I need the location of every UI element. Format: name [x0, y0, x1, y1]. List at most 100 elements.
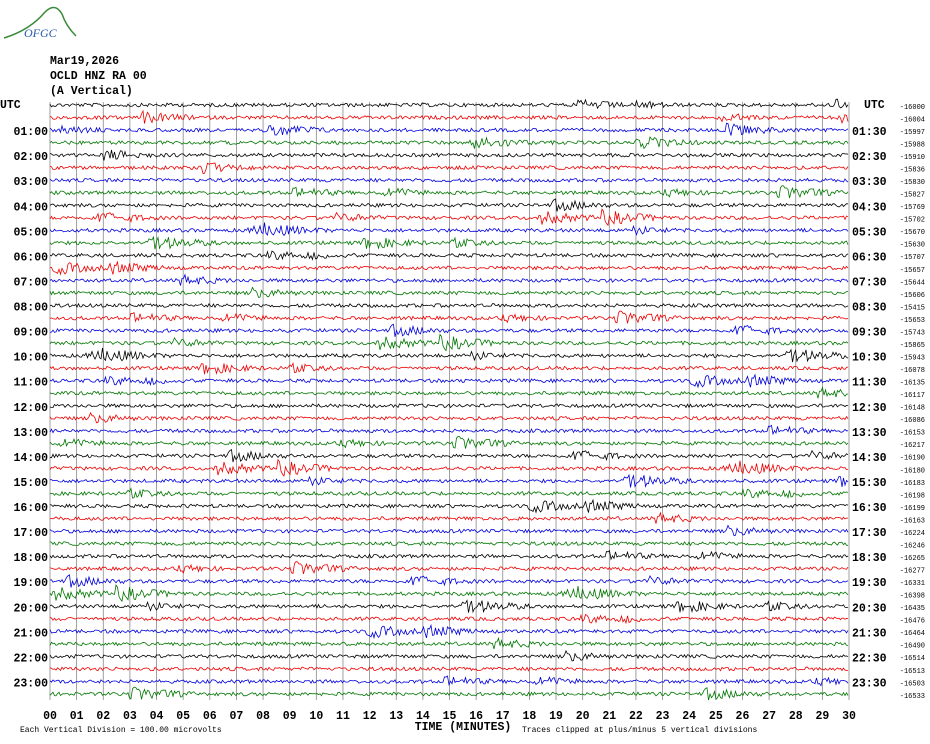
right-time-label: 09:30	[852, 327, 887, 340]
left-time-label: 17:00	[13, 527, 48, 540]
trace	[49, 198, 849, 212]
left-time-label: 05:00	[13, 226, 48, 239]
trace	[49, 310, 849, 324]
right-value: -16224	[900, 530, 925, 538]
x-tick-label: 29	[815, 710, 829, 723]
right-value: -15743	[900, 329, 925, 337]
right-value: -15657	[900, 267, 925, 275]
header-station: OCLD HNZ RA 00	[50, 70, 147, 83]
left-time-label: 21:00	[13, 627, 48, 640]
left-time-label: 15:00	[13, 477, 48, 490]
right-time-label: UTC	[864, 99, 885, 112]
right-value: -15415	[900, 304, 925, 312]
right-time-label: 07:30	[852, 276, 887, 289]
right-time-label: 13:30	[852, 427, 887, 440]
right-time-label: 12:30	[852, 402, 887, 415]
x-tick-label: 25	[709, 710, 723, 723]
left-time-label: 10:00	[13, 352, 48, 365]
right-value: -15997	[900, 129, 925, 137]
x-tick-label: 05	[176, 710, 190, 723]
right-value: -16190	[900, 455, 925, 463]
left-time-label: 13:00	[13, 427, 48, 440]
right-value: -16198	[900, 492, 925, 500]
x-tick-label: 26	[736, 710, 750, 723]
trace	[49, 623, 849, 640]
left-time-label: 19:00	[13, 577, 48, 590]
x-tick-label: 06	[203, 710, 217, 723]
x-tick-label: 21	[602, 710, 616, 723]
x-tick-label: 20	[576, 710, 590, 723]
x-axis-title: TIME (MINUTES)	[415, 721, 512, 734]
x-tick-label: 03	[123, 710, 137, 723]
left-time-label: 18:00	[13, 552, 48, 565]
trace	[49, 675, 849, 687]
left-time-label: 09:00	[13, 327, 48, 340]
x-tick-label: 08	[256, 710, 270, 723]
right-value: -15707	[900, 254, 925, 262]
right-value: -15630	[900, 242, 925, 250]
logo-curve	[3, 6, 77, 39]
trace	[49, 273, 849, 286]
right-value: -15865	[900, 342, 925, 350]
trace	[49, 302, 849, 309]
right-time-label: 11:30	[852, 377, 887, 390]
left-time-label: 01:00	[13, 126, 48, 139]
right-value: -16163	[900, 517, 925, 525]
footer-clip: Traces clipped at plus/minus 5 vertical …	[522, 726, 757, 735]
right-value: -16078	[900, 367, 925, 375]
right-value: -16464	[900, 630, 925, 638]
traces	[49, 98, 849, 701]
right-value: -15606	[900, 292, 925, 300]
labels: 00 01 02 03 04 05 06 07 08 09 10 11 12 13 14 15 16 17 18 19…	[0, 99, 925, 723]
right-value: -16199	[900, 505, 925, 513]
right-value: -15769	[900, 204, 925, 212]
right-value: -16277	[900, 568, 925, 576]
right-value: -16180	[900, 467, 925, 475]
x-tick-label: 02	[96, 710, 110, 723]
x-tick-label: 30	[842, 710, 856, 723]
right-time-label: 23:30	[852, 677, 887, 690]
x-tick-label: 19	[549, 710, 563, 723]
x-tick-label: 10	[309, 710, 323, 723]
right-time-label: 05:30	[852, 226, 887, 239]
x-tick-label: 27	[762, 710, 776, 723]
left-time-label: 12:00	[13, 402, 48, 415]
left-time-label: 14:00	[13, 452, 48, 465]
trace	[49, 235, 849, 250]
trace	[49, 149, 849, 161]
trace	[49, 448, 849, 463]
right-value: -16086	[900, 417, 925, 425]
trace	[49, 435, 849, 449]
right-value: -16000	[900, 104, 925, 112]
trace	[49, 185, 849, 199]
right-value: -15910	[900, 154, 925, 162]
right-value: -15644	[900, 279, 925, 287]
trace	[49, 540, 848, 547]
right-time-label: 02:30	[852, 151, 887, 164]
left-time-label: 23:00	[13, 677, 48, 690]
left-time-label: 03:00	[13, 176, 48, 189]
trace	[49, 403, 849, 409]
x-tick-label: 07	[230, 710, 244, 723]
trace	[49, 162, 849, 174]
right-value: -16503	[900, 680, 925, 688]
footer-scale: Each Vertical Division = 100.00 microvol…	[20, 726, 222, 735]
right-value: -16135	[900, 380, 925, 388]
trace	[49, 411, 849, 424]
right-time-label: 01:30	[852, 126, 887, 139]
right-time-label: 04:30	[852, 201, 887, 214]
trace	[49, 599, 849, 614]
right-time-label: 19:30	[852, 577, 887, 590]
x-tick-label: 13	[389, 710, 403, 723]
x-tick-label: 04	[150, 710, 164, 723]
x-tick-label: 15	[443, 710, 457, 723]
left-time-label: 22:00	[13, 652, 48, 665]
trace	[49, 613, 849, 625]
right-value: -15943	[900, 354, 925, 362]
right-value: -16533	[900, 693, 925, 701]
x-tick-label: 09	[283, 710, 297, 723]
right-value: -16398	[900, 593, 925, 601]
x-tick-label: 11	[336, 710, 350, 723]
right-value: -15830	[900, 179, 925, 187]
x-tick-label: 12	[363, 710, 377, 723]
